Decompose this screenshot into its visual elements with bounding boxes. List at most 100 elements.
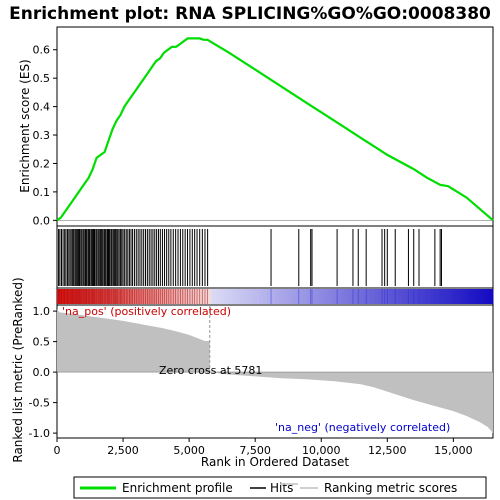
heatmap-cell <box>68 289 74 304</box>
heatmap-cell <box>219 289 224 304</box>
heatmap-cell <box>469 289 474 304</box>
heatmap-cell <box>457 289 462 304</box>
zero-cross-label: Zero cross at 5781 <box>159 364 262 377</box>
heatmap-cell <box>413 289 419 304</box>
x-tick-label: 0 <box>54 444 61 457</box>
heatmap-cell <box>310 289 316 304</box>
heatmap-cell <box>453 289 458 304</box>
heatmap-cell <box>397 289 403 304</box>
es-y-tick-label: 0.2 <box>33 157 51 170</box>
heatmap-cell <box>417 289 423 304</box>
heatmap-cell <box>144 289 149 304</box>
legend-box <box>73 476 487 499</box>
heatmap-cell <box>57 289 62 304</box>
heatmap-cell <box>433 289 438 304</box>
heatmap-cell <box>223 289 228 304</box>
x-tick-label: 5,000 <box>173 444 205 457</box>
heatmap-cell <box>286 289 292 304</box>
heatmap-cell <box>243 289 248 304</box>
heatmap-cell <box>104 289 109 304</box>
hits-ticks <box>58 229 442 286</box>
heatmap-cell <box>385 289 391 304</box>
heatmap-cell <box>88 289 94 304</box>
es-y-tick-label: 0.4 <box>33 101 51 114</box>
heatmap-cell <box>128 289 133 304</box>
heatmap-cell <box>445 289 450 304</box>
heatmap-cell <box>199 289 205 304</box>
heatmap-cell <box>437 289 442 304</box>
metric-y-tick-label: -1.0 <box>29 427 50 440</box>
heatmap-cell <box>306 289 312 304</box>
axes-layer: 0.0 0.1 0.2 0.3 0.4 0.5 0.6 1.0 0.5 0.0 -0.5 -1.0 0 2… <box>29 44 473 457</box>
heatmap-cell <box>481 289 486 304</box>
heatmap-cell <box>211 289 216 304</box>
heatmap-cell <box>350 289 355 304</box>
heatmap-cell <box>302 289 308 304</box>
heatmap-cell <box>334 289 339 304</box>
heatmap-cell <box>96 289 101 304</box>
heatmap-cell <box>275 289 280 304</box>
heatmap-cell <box>231 289 236 304</box>
es-axis-title: Enrichment score (ES) <box>18 59 32 192</box>
chart-title: Enrichment plot: RNA SPLICING%GO%GO:0008… <box>9 4 491 24</box>
heatmap-cell <box>354 289 359 304</box>
heatmap-cell <box>362 289 367 304</box>
es-y-tick-label: 0.5 <box>33 72 51 85</box>
es-y-tick-label: 0.3 <box>33 129 51 142</box>
heatmap-cell <box>207 289 212 304</box>
x-tick-label: 15,000 <box>434 444 473 457</box>
heatmap-cell <box>322 289 327 304</box>
neg-label: 'na_neg' (negatively correlated) <box>275 421 450 434</box>
heatmap-cell <box>167 289 173 304</box>
heatmap-cell <box>76 289 82 304</box>
heatmap-cell <box>425 289 430 304</box>
pos-label: 'na_pos' (positively correlated) <box>62 305 231 318</box>
ranked-list-heatmap <box>57 289 494 304</box>
es-y-tick-label: 0.1 <box>33 186 51 199</box>
heatmap-cell <box>148 289 153 304</box>
heatmap-cell <box>421 289 427 304</box>
heatmap-cell <box>389 289 395 304</box>
legend-metric-label: Ranking metric scores <box>324 481 457 495</box>
legend-enrichment-label: Enrichment profile <box>122 481 233 495</box>
heatmap-cell <box>429 289 434 304</box>
heatmap-cell <box>255 289 260 304</box>
heatmap-cell <box>120 289 125 304</box>
heatmap-cell <box>374 289 379 304</box>
x-tick-label: 7,500 <box>239 444 271 457</box>
heatmap-cell <box>140 289 145 304</box>
heatmap-cell <box>489 289 494 304</box>
legend-hits-label: Hits <box>270 481 293 495</box>
x-tick-label: 2,500 <box>107 444 139 457</box>
heatmap-cell <box>477 289 482 304</box>
heatmap-cell <box>116 289 121 304</box>
heatmap-cell <box>401 289 407 304</box>
heatmap-cell <box>171 289 177 304</box>
heatmap-cell <box>195 289 201 304</box>
heatmap-cell <box>449 289 454 304</box>
heatmap-cell <box>298 289 304 304</box>
heatmap-cell <box>370 289 375 304</box>
heatmap-cell <box>64 289 70 304</box>
heatmap-cell <box>338 289 343 304</box>
ranking-metric-area <box>57 305 493 434</box>
metric-y-tick-label: -0.5 <box>29 397 50 410</box>
heatmap-cell <box>259 289 264 304</box>
heatmap-cell <box>378 289 383 304</box>
heatmap-cell <box>318 289 323 304</box>
heatmap-cell <box>278 289 284 304</box>
metric-axis-title: Ranked list metric (PreRanked) <box>11 277 25 462</box>
heatmap-cell <box>409 289 415 304</box>
x-tick-label: 12,500 <box>368 444 407 457</box>
ranking-metric-area-fill <box>57 309 493 434</box>
es-y-tick-label: 0.0 <box>33 214 51 227</box>
heatmap-cell <box>346 289 351 304</box>
heatmap-cell <box>239 289 244 304</box>
heatmap-cell <box>263 289 268 304</box>
heatmap-cell <box>358 289 363 304</box>
heatmap-cell <box>267 289 272 304</box>
enrichment-profile-line <box>56 37 494 222</box>
heatmap-cell <box>441 289 446 304</box>
heatmap-cell <box>393 289 399 304</box>
